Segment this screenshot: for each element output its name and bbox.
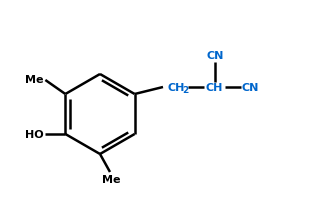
Text: Me: Me (25, 75, 43, 85)
Text: HO: HO (25, 129, 43, 139)
Text: Me: Me (102, 174, 120, 184)
Text: CN: CN (206, 51, 224, 61)
Text: CH: CH (206, 83, 223, 93)
Text: CH: CH (168, 83, 185, 93)
Text: CN: CN (242, 83, 259, 93)
Text: 2: 2 (182, 86, 188, 95)
